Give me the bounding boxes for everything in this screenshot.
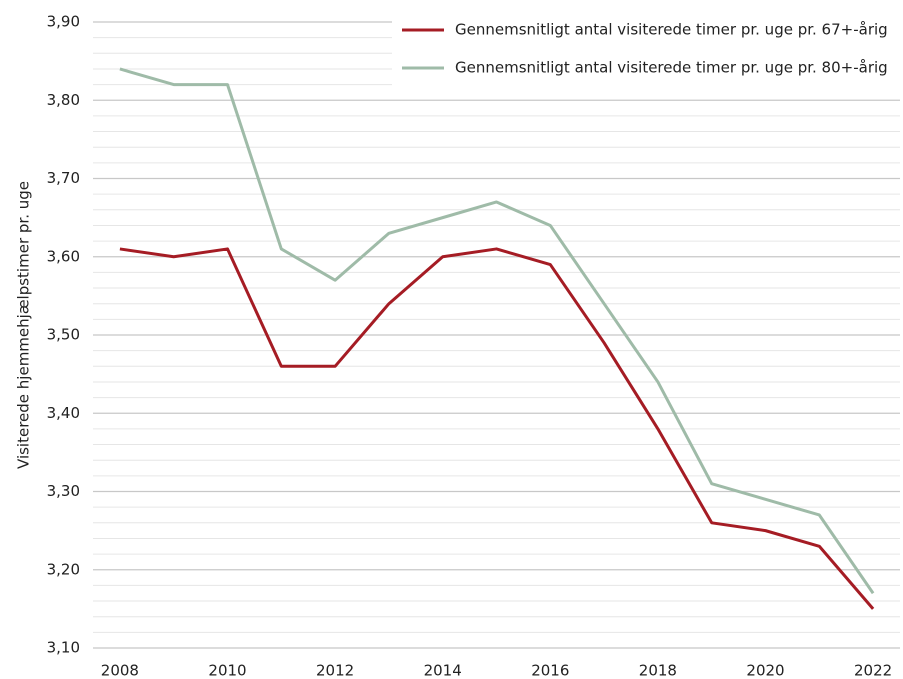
legend-box — [392, 14, 900, 90]
series-line — [119, 247, 875, 610]
legend-label: Gennemsnitligt antal visiterede timer pr… — [455, 21, 888, 39]
x-tick-label: 2010 — [208, 662, 246, 679]
y-tick-label: 3,50 — [47, 326, 80, 344]
x-tick-label: 2022 — [854, 662, 892, 679]
y-tick-label: 3,10 — [47, 639, 80, 657]
y-tick-label: 3,40 — [47, 404, 80, 422]
y-tick-label: 3,70 — [47, 169, 80, 187]
x-tick-label: 2012 — [316, 662, 354, 679]
series-line — [119, 67, 875, 595]
x-tick-label: 2008 — [101, 662, 139, 679]
x-tick-label: 2014 — [424, 662, 462, 679]
x-tick-label: 2018 — [639, 662, 677, 679]
legend-label: Gennemsnitligt antal visiterede timer pr… — [455, 59, 888, 77]
y-tick-label: 3,90 — [47, 13, 80, 31]
x-tick-label: 2016 — [531, 662, 569, 679]
y-tick-label: 3,20 — [47, 560, 80, 578]
y-tick-label: 3,80 — [47, 91, 80, 109]
y-axis-label: Visiterede hjemmehjælpstimer pr. uge — [15, 181, 33, 469]
y-tick-label: 3,60 — [47, 247, 80, 265]
x-tick-label: 2020 — [746, 662, 784, 679]
y-tick-label: 3,30 — [47, 482, 80, 500]
